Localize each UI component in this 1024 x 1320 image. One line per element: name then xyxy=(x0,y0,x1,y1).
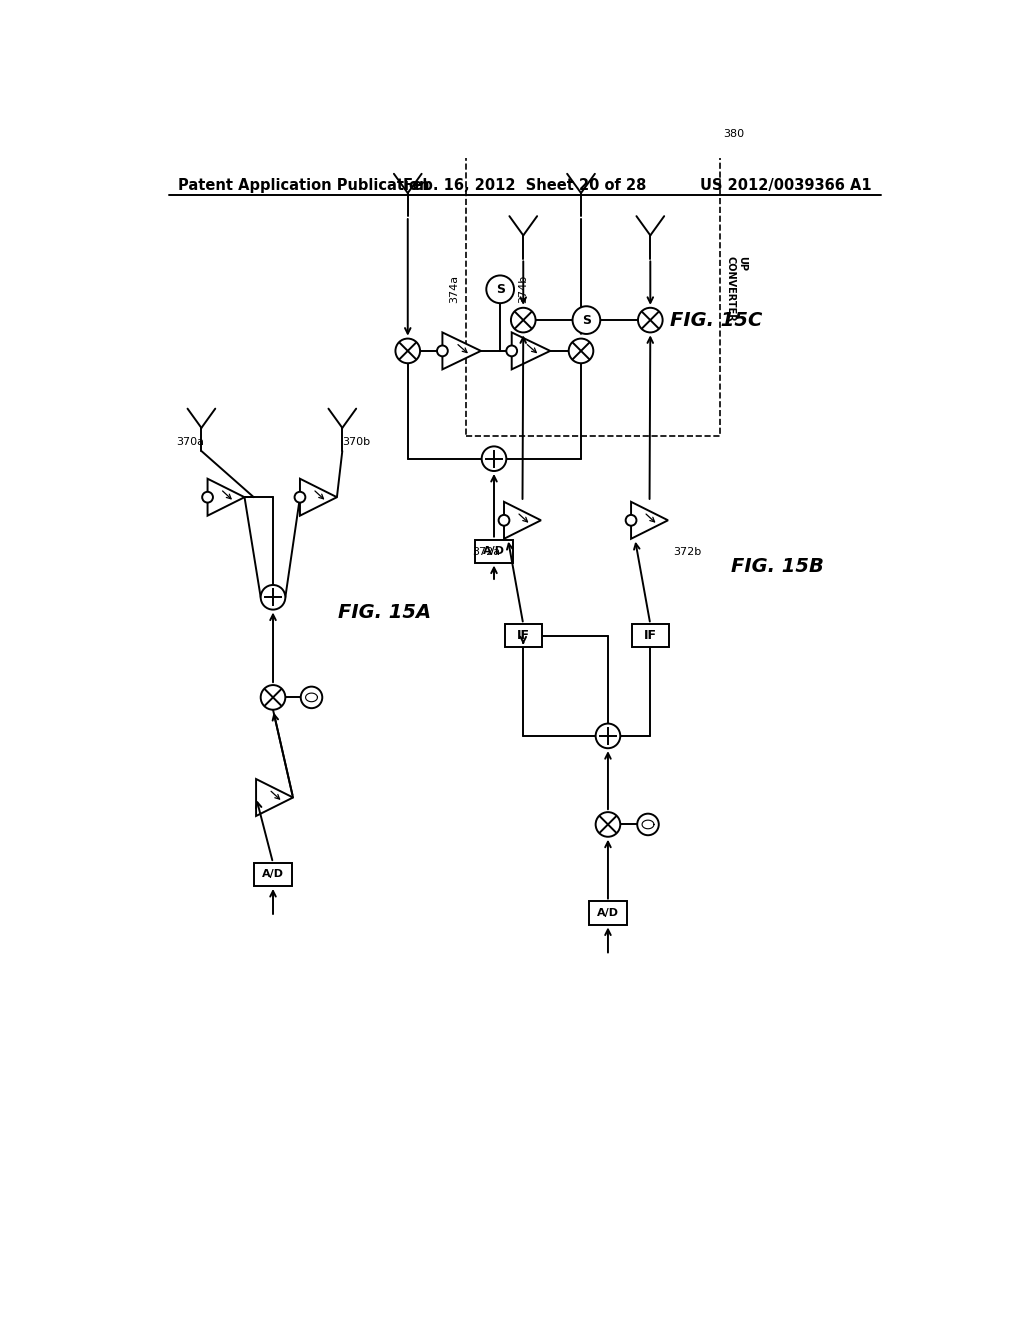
Text: A/D: A/D xyxy=(483,546,505,556)
Bar xyxy=(589,902,628,924)
Text: 372a: 372a xyxy=(472,548,500,557)
Bar xyxy=(505,624,542,647)
Circle shape xyxy=(261,685,286,710)
Circle shape xyxy=(596,723,621,748)
Text: FIG. 15B: FIG. 15B xyxy=(731,557,824,576)
Circle shape xyxy=(481,446,506,471)
Bar xyxy=(632,624,669,647)
Circle shape xyxy=(638,308,663,333)
Circle shape xyxy=(596,812,621,837)
Text: UP
CONVERTER: UP CONVERTER xyxy=(726,256,748,322)
Circle shape xyxy=(499,515,509,525)
Bar xyxy=(475,540,513,562)
Circle shape xyxy=(626,515,637,525)
Text: A/D: A/D xyxy=(597,908,618,917)
Polygon shape xyxy=(442,333,481,370)
Text: US 2012/0039366 A1: US 2012/0039366 A1 xyxy=(699,178,871,193)
Text: Feb. 16, 2012  Sheet 20 of 28: Feb. 16, 2012 Sheet 20 of 28 xyxy=(403,178,646,193)
Text: Patent Application Publication: Patent Application Publication xyxy=(178,178,430,193)
Bar xyxy=(254,863,292,886)
Circle shape xyxy=(395,338,420,363)
Text: IF: IF xyxy=(517,630,529,643)
Text: FIG. 15A: FIG. 15A xyxy=(339,603,431,622)
Circle shape xyxy=(202,492,213,503)
Text: S: S xyxy=(496,282,505,296)
Polygon shape xyxy=(300,479,337,516)
Text: 380: 380 xyxy=(724,129,744,139)
Circle shape xyxy=(511,308,536,333)
Circle shape xyxy=(295,492,305,503)
Circle shape xyxy=(637,813,658,836)
Polygon shape xyxy=(504,502,541,539)
Text: A/D: A/D xyxy=(262,870,284,879)
Bar xyxy=(466,143,720,436)
Polygon shape xyxy=(208,479,245,516)
Circle shape xyxy=(486,276,514,304)
Circle shape xyxy=(301,686,323,708)
Circle shape xyxy=(572,306,600,334)
Polygon shape xyxy=(631,502,668,539)
Text: 370b: 370b xyxy=(342,437,371,447)
Text: 370a: 370a xyxy=(176,437,204,447)
Circle shape xyxy=(437,346,447,356)
Text: IF: IF xyxy=(644,630,656,643)
Text: 372b: 372b xyxy=(674,548,701,557)
Text: FIG. 15C: FIG. 15C xyxy=(670,310,762,330)
Circle shape xyxy=(568,338,593,363)
Text: 374a: 374a xyxy=(449,275,459,304)
Circle shape xyxy=(506,346,517,356)
Polygon shape xyxy=(512,333,550,370)
Polygon shape xyxy=(256,779,293,816)
Circle shape xyxy=(261,585,286,610)
Text: S: S xyxy=(582,314,591,326)
Text: 374b: 374b xyxy=(518,275,528,304)
